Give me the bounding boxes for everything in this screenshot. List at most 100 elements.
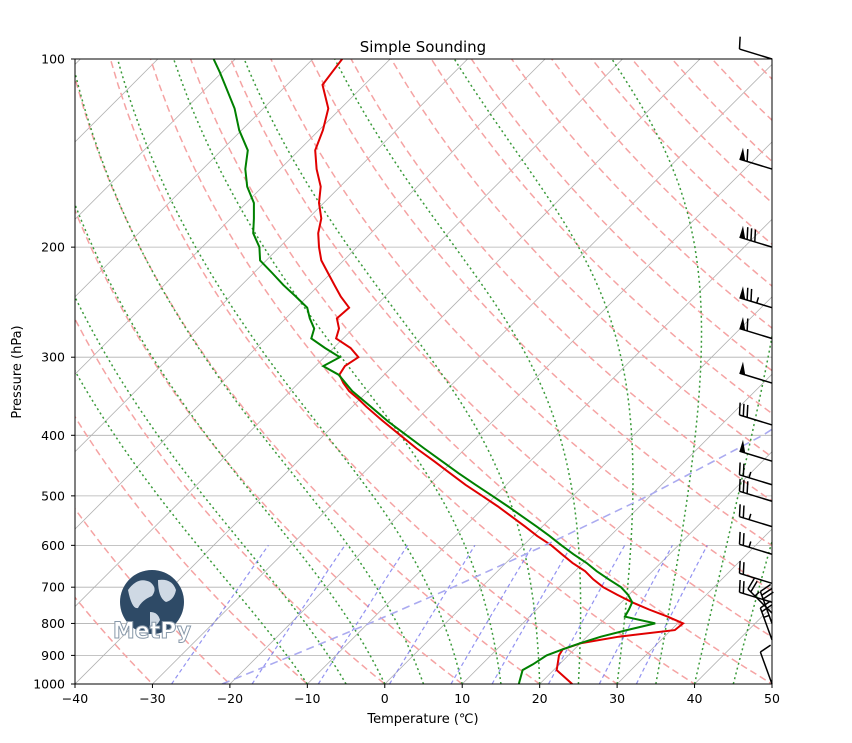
dry-adiabat-line: [833, 59, 852, 697]
isotherm-line: [75, 59, 391, 375]
mixing-ratio-line: [171, 544, 269, 684]
y-tick-label: 100: [41, 52, 65, 67]
barb-flag: [738, 504, 741, 517]
isotherm-line: [75, 59, 701, 684]
barb-pennant: [739, 439, 746, 453]
y-tick-label: 1000: [33, 677, 65, 692]
barb-half-flag: [755, 297, 760, 304]
adiabat-layer: [75, 59, 852, 697]
barb-staff: [739, 490, 773, 502]
wind-barb: [759, 583, 774, 624]
mixing-ratio-line: [547, 545, 626, 684]
barb-flag: [750, 580, 758, 593]
y-tick-label: 400: [41, 428, 65, 443]
barb-flag: [742, 463, 745, 477]
isotherm-line: [75, 59, 623, 608]
isotherm-line: [616, 528, 772, 684]
dry-adiabat-line: [109, 59, 619, 684]
barb-pennant: [739, 317, 746, 331]
barb-flag: [742, 505, 745, 518]
moist-adiabat-line: [172, 59, 502, 684]
moist-adiabat-line: [116, 59, 463, 684]
barb-staff: [739, 515, 773, 528]
mixing-ratio-line: [635, 545, 708, 684]
barb-flag: [742, 562, 745, 575]
y-tick-label: 300: [41, 350, 65, 365]
barb-staff: [739, 327, 773, 340]
x-tick-label: −20: [217, 691, 243, 706]
x-tick-label: 20: [532, 691, 548, 706]
barb-flag: [746, 287, 749, 301]
temperature-profile: [314, 59, 686, 684]
barb-flag: [742, 533, 745, 546]
barb-half-flag: [748, 513, 752, 520]
barb-flag: [738, 36, 741, 50]
barb-flag: [759, 644, 772, 653]
wind-barb: [738, 462, 773, 486]
isotherm-line: [384, 296, 772, 684]
barb-half-flag: [763, 614, 770, 619]
dry-adiabat-line: [551, 59, 772, 288]
mixing-ratio-line: [317, 544, 409, 684]
isotherm-line: [0, 59, 3, 684]
mixing-ratio-line: [491, 544, 573, 684]
wind-barb: [738, 560, 773, 584]
wind-barb: [738, 478, 773, 502]
mixing-ratio-line: [251, 544, 346, 684]
dry-adiabat-line: [230, 59, 772, 638]
barb-flag: [761, 587, 773, 596]
barb-pennant: [739, 286, 746, 300]
wind-barb: [739, 317, 773, 340]
barb-flag: [750, 228, 753, 241]
barb-flag: [746, 404, 749, 418]
mixing-ratio-line: [450, 544, 534, 684]
dry-adiabat-line: [75, 317, 386, 684]
y-tick-label: 900: [41, 648, 65, 663]
x-tick-label: 50: [764, 691, 780, 706]
moist-adiabat-line: [732, 538, 772, 684]
isotherm-line: [229, 141, 772, 684]
isotherm-line: [539, 451, 772, 684]
wind-barb: [759, 600, 773, 641]
wind-barb: [739, 361, 773, 384]
barb-flag: [746, 149, 749, 162]
x-tick-label: 40: [687, 691, 703, 706]
y-tick-label: 200: [41, 240, 65, 255]
barb-flag: [746, 318, 749, 331]
isotherm-line: [307, 218, 772, 684]
wind-barb: [739, 286, 773, 309]
dry-adiabat-line: [75, 596, 154, 684]
barb-half-flag: [754, 591, 760, 597]
barb-flag: [754, 229, 757, 242]
barb-staff: [739, 372, 773, 384]
barb-staff: [739, 236, 773, 248]
parcel-profile: [221, 428, 772, 684]
dry-adiabat-line: [310, 59, 772, 547]
barb-flag: [762, 591, 774, 600]
wind-barb: [738, 504, 773, 528]
barb-flag: [761, 604, 773, 613]
barb-flag: [746, 227, 749, 240]
barb-flag: [738, 402, 741, 416]
wind-barb: [738, 36, 773, 60]
barb-flag: [750, 288, 753, 302]
x-axis-title: Temperature (℃): [366, 712, 478, 727]
barb-staff: [739, 572, 773, 584]
barb-staff: [759, 607, 773, 641]
barb-staff: [747, 588, 773, 614]
x-tick-label: −40: [62, 691, 88, 706]
dry-adiabat-line: [430, 59, 772, 415]
y-tick-label: 700: [41, 580, 65, 595]
barb-half-flag: [748, 541, 752, 548]
dry-adiabat-line: [75, 74, 541, 684]
y-tick-label: 500: [41, 488, 65, 503]
barb-flag: [747, 578, 755, 590]
isotherm-line: [75, 59, 546, 530]
barb-flag: [738, 462, 741, 475]
mixing-ratio-line: [598, 545, 673, 684]
barb-pennant: [739, 147, 746, 161]
barb-staff: [759, 591, 773, 624]
barb-pennant: [739, 225, 746, 239]
x-tick-label: 30: [609, 691, 625, 706]
wind-barb: [738, 402, 773, 426]
